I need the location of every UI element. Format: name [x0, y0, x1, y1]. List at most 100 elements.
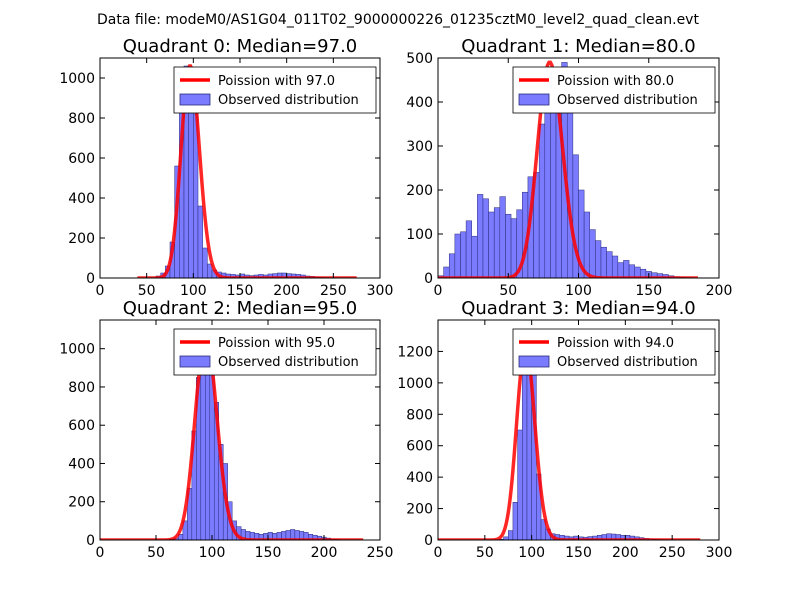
- figure-suptitle: Data file: modeM0/AS1G04_011T02_90000002…: [97, 12, 699, 28]
- legend-label-poisson: Poission with 80.0: [557, 74, 674, 89]
- panel-title: Quadrant 3: Median=94.0: [461, 298, 696, 319]
- plot-area: [137, 64, 357, 278]
- histogram-bar: [465, 220, 472, 278]
- histogram-bar: [589, 229, 596, 278]
- histogram-bar: [493, 207, 501, 278]
- legend-label-poisson: Poission with 94.0: [557, 336, 674, 351]
- legend-label-poisson: Poission with 97.0: [218, 74, 335, 89]
- x-tick-label: 250: [320, 283, 347, 299]
- histogram-bar: [482, 198, 489, 278]
- x-tick-label: 50: [476, 545, 494, 561]
- y-tick-label: 300: [406, 139, 433, 155]
- y-tick-label: 1200: [397, 344, 433, 360]
- panel-quadrant-0: Quadrant 0: Median=97.0 0 50 100 150 200 250 30…: [59, 36, 393, 299]
- histogram-bar: [197, 205, 203, 278]
- x-tick-label: 200: [612, 545, 639, 561]
- y-tick-label: 200: [68, 231, 95, 247]
- legend-patch-observed: [179, 355, 211, 368]
- poisson-curve: [100, 335, 364, 540]
- y-tick-label: 600: [68, 418, 95, 434]
- histogram-bar: [522, 354, 528, 540]
- x-tick-label: 150: [565, 545, 592, 561]
- panel-quadrant-1: Quadrant 1: Median=80.0 0 50 100 150 200 0 100 2…: [406, 36, 732, 299]
- histogram-bar: [606, 251, 613, 278]
- legend-label-observed: Observed distribution: [218, 355, 359, 370]
- x-tick-label: 150: [635, 283, 662, 299]
- histogram-bar: [538, 123, 546, 278]
- x-tick-label: 100: [518, 545, 545, 561]
- histogram-bar: [617, 262, 624, 278]
- y-tick-label: 400: [406, 470, 433, 486]
- histogram-bar: [448, 253, 456, 278]
- histogram-bar: [623, 260, 630, 278]
- histogram-bar: [460, 231, 467, 278]
- x-tick-label: 0: [434, 545, 443, 561]
- x-tick-label: 300: [706, 545, 733, 561]
- y-tick-label: 1000: [59, 342, 95, 358]
- axes-frame: [99, 319, 381, 541]
- histogram-bar: [202, 247, 208, 278]
- poisson-curve: [137, 64, 357, 278]
- panel-title: Quadrant 2: Median=95.0: [123, 298, 358, 319]
- legend: Poission with 97.0 Observed distribution: [173, 66, 377, 114]
- legend-patch-observed: [179, 93, 211, 106]
- x-tick-label: 100: [565, 283, 592, 299]
- x-tick-label: 0: [434, 283, 443, 299]
- histogram-bar: [488, 211, 495, 278]
- poisson-curve: [438, 344, 701, 540]
- y-tick-label: 400: [68, 191, 95, 207]
- y-tick-label: 0: [86, 533, 95, 549]
- legend-label-poisson: Poission with 95.0: [218, 336, 335, 351]
- histogram-bar: [505, 213, 512, 278]
- y-tick-label: 200: [406, 183, 433, 199]
- histogram-bar: [512, 502, 518, 540]
- plot-area: [438, 344, 701, 540]
- poisson-curve: [438, 60, 698, 278]
- histogram-bar: [200, 350, 206, 540]
- histogram-bar: [628, 264, 635, 278]
- x-tick-label: 300: [367, 283, 394, 299]
- legend-patch-observed: [518, 93, 550, 106]
- y-tick-label: 600: [68, 151, 95, 167]
- y-tick-label: 400: [406, 95, 433, 111]
- x-tick-label: 50: [138, 283, 156, 299]
- panel-title: Quadrant 1: Median=80.0: [461, 36, 696, 57]
- histogram-bar: [508, 530, 514, 540]
- x-tick-label: 50: [499, 283, 517, 299]
- histogram-bar: [517, 429, 523, 540]
- y-tick-label: 800: [406, 407, 433, 423]
- y-tick-label: 100: [406, 227, 433, 243]
- histogram-bar: [583, 211, 590, 278]
- plot-area: [438, 60, 698, 278]
- y-tick-label: 0: [424, 533, 433, 549]
- y-tick-label: 500: [406, 51, 433, 67]
- legend: Poission with 80.0 Observed distribution: [512, 66, 716, 114]
- y-tick-label: 800: [68, 380, 95, 396]
- histogram-bar: [550, 84, 557, 278]
- y-tick-label: 1000: [59, 71, 95, 87]
- legend-label-observed: Observed distribution: [557, 355, 698, 370]
- x-tick-label: 200: [706, 283, 733, 299]
- x-tick-label: 200: [311, 545, 338, 561]
- histogram-bar: [510, 218, 517, 278]
- histogram-bar: [611, 255, 619, 278]
- panel-quadrant-2: Quadrant 2: Median=95.0 0 50 100 150 200 250 0 2…: [59, 298, 393, 561]
- x-tick-label: 0: [96, 545, 105, 561]
- y-tick-label: 600: [406, 439, 433, 455]
- y-tick-label: 0: [86, 271, 95, 287]
- x-tick-label: 50: [147, 545, 165, 561]
- x-tick-label: 250: [367, 545, 394, 561]
- histogram-bar: [499, 196, 506, 278]
- x-tick-label: 0: [96, 283, 105, 299]
- histogram-bar: [471, 235, 478, 278]
- histogram-bar: [454, 233, 461, 278]
- x-tick-label: 150: [227, 283, 254, 299]
- legend-patch-observed: [518, 355, 550, 368]
- histogram-bar: [544, 84, 551, 278]
- y-tick-label: 800: [68, 111, 95, 127]
- y-tick-label: 200: [406, 502, 433, 518]
- x-tick-label: 200: [273, 283, 300, 299]
- y-tick-label: 1000: [397, 376, 433, 392]
- x-tick-label: 100: [180, 283, 207, 299]
